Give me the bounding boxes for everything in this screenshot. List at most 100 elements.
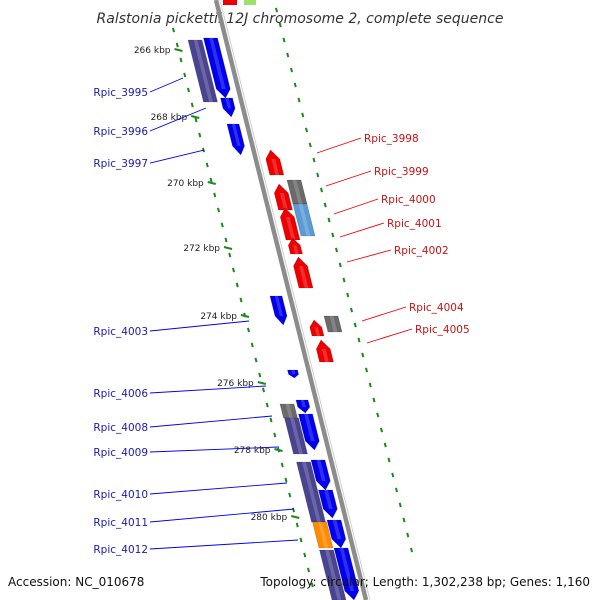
- gene-Rpic_4012: [326, 519, 347, 549]
- cds-track-3995: [187, 39, 218, 103]
- scale-tick-label: 278 kbp: [234, 446, 271, 456]
- leader-line-Rpic_4011: [149, 508, 295, 523]
- scale-dot-outer: [346, 292, 350, 298]
- leader-line-Rpic_4012: [149, 539, 299, 550]
- gene-Rpic_3995: [203, 37, 231, 99]
- scale-dot-inner: [175, 42, 179, 48]
- scale-dot-outer: [361, 352, 365, 358]
- accession-text: Accession: NC_010678: [8, 575, 144, 589]
- scale-tick-label: 266 kbp: [134, 46, 171, 56]
- scale-dot-outer: [338, 262, 342, 268]
- scale-dot-inner: [269, 417, 273, 423]
- scale-tick: [240, 314, 250, 318]
- gene-label-Rpic_4004: Rpic_4004: [409, 302, 464, 314]
- gene-label-Rpic_4003: Rpic_4003: [93, 326, 148, 338]
- scale-dot-outer: [282, 37, 286, 43]
- scale-dot-inner: [310, 582, 314, 588]
- scale-tick: [174, 48, 183, 52]
- scale-dot-outer: [308, 142, 312, 148]
- feature-layer: 266 kbp 268 kbp 270 kbp 272 kbp 274 kbp 276 k…: [93, 0, 470, 600]
- scale-dot-outer: [379, 427, 384, 433]
- gene-label-Rpic_3995: Rpic_3995: [93, 87, 148, 99]
- backbone-line: [213, 0, 369, 600]
- gene-Rpic_3995-shade: [209, 38, 226, 89]
- scale-dot-outer: [297, 97, 301, 103]
- gene-Rpic_4006-shade: [291, 370, 296, 375]
- scale-dot-inner: [246, 327, 251, 333]
- gene-Rpic_4010-shade: [316, 460, 326, 481]
- scale-dot-inner: [239, 297, 243, 303]
- scale-dot-inner: [291, 507, 296, 513]
- gene-Rpic_4001: [287, 237, 303, 255]
- scale-dot-outer: [331, 232, 335, 238]
- gene-Rpic_4003-shade: [274, 296, 284, 316]
- gene-bottom-shade: [339, 548, 355, 591]
- scale-dot-inner: [295, 522, 299, 528]
- gene-Rpic_4002-shade: [299, 266, 309, 288]
- gene-Rpic_4008-shade: [300, 400, 306, 408]
- leader-line-Rpic_4005: [366, 328, 413, 344]
- scale-tick: [291, 515, 300, 519]
- scale-dot-outer: [349, 307, 354, 313]
- scale-dot-inner: [235, 282, 239, 288]
- scale-dot-inner: [231, 267, 236, 273]
- scale-dot-outer: [364, 367, 369, 373]
- scale-dot-inner: [288, 492, 292, 498]
- scale-dot-outer: [319, 187, 324, 193]
- gene-Rpic_4009-shade: [304, 414, 315, 441]
- gene-bottom: [333, 547, 360, 600]
- leader-line-Rpic_4010: [149, 482, 288, 495]
- scale-dot-outer: [293, 82, 297, 88]
- gene-Rpic_3996-shade: [225, 98, 232, 109]
- gene-label-Rpic_4012: Rpic_4012: [93, 544, 148, 556]
- genome-summary-text: Topology: circular; Length: 1,302,238 bp…: [259, 575, 590, 589]
- cds-track-4009-shade: [290, 418, 303, 454]
- scale-dot-outer: [304, 127, 309, 133]
- leader-line-Rpic_4004: [361, 306, 407, 322]
- gene-label-Rpic_4001: Rpic_4001: [387, 218, 442, 230]
- gene-Rpic_4008: [295, 399, 311, 414]
- scale-dot-inner: [186, 87, 191, 93]
- leader-line-Rpic_4001: [339, 222, 385, 238]
- gene-Rpic_4004: [309, 319, 325, 337]
- leader-line-Rpic_4008: [149, 415, 273, 428]
- scale-tick: [191, 115, 200, 119]
- scale-tick-label: 268 kbp: [151, 113, 188, 123]
- scale-dot-outer: [278, 22, 282, 28]
- gene-Rpic_4002: [293, 256, 314, 289]
- leader-line-Rpic_3997: [149, 149, 205, 164]
- scale-tick-label: 280 kbp: [251, 513, 288, 523]
- scale-dot-outer: [387, 457, 391, 463]
- scale-tick-label: 270 kbp: [167, 179, 204, 189]
- scale-dot-inner: [183, 72, 187, 78]
- scale-dot-inner: [216, 207, 221, 213]
- gene-label-Rpic_3997: Rpic_3997: [93, 158, 148, 170]
- map-title: Ralstonia pickettii 12J chromosome 2, co…: [97, 11, 504, 27]
- scale-dot-inner: [258, 372, 262, 378]
- gene-label-Rpic_4009: Rpic_4009: [93, 447, 148, 459]
- scale-dot-inner: [224, 237, 228, 243]
- scale-tick-label: 272 kbp: [183, 244, 220, 254]
- scale-dot-inner: [220, 222, 224, 228]
- cds-track-3995-shade: [193, 40, 213, 102]
- scale-dot-inner: [179, 57, 183, 63]
- gene-Rpic_4004-gray: [323, 315, 343, 333]
- scale-dot-outer: [406, 532, 410, 538]
- gene-Rpic_4000-blue: [292, 203, 316, 237]
- scale-dot-inner: [209, 177, 213, 183]
- scale-dot-inner: [299, 537, 303, 543]
- leader-line-Rpic_4006: [149, 385, 267, 394]
- scale-dot-inner: [190, 102, 194, 108]
- scale-dot-outer: [372, 397, 376, 403]
- scale-tick: [223, 246, 233, 250]
- gene-label-Rpic_4002: Rpic_4002: [394, 245, 449, 257]
- scale-dot-outer: [383, 442, 387, 448]
- gene-Rpic_4012-orange: [312, 521, 334, 549]
- gene-label-Rpic_4005: Rpic_4005: [415, 324, 470, 336]
- scale-dot-outer: [368, 382, 372, 388]
- scale-dot-inner: [306, 567, 311, 573]
- gene-Rpic_4000-blue-shade: [298, 204, 311, 236]
- scale-dot-outer: [334, 247, 339, 253]
- gene-Rpic_4004-gray-shade: [329, 316, 338, 332]
